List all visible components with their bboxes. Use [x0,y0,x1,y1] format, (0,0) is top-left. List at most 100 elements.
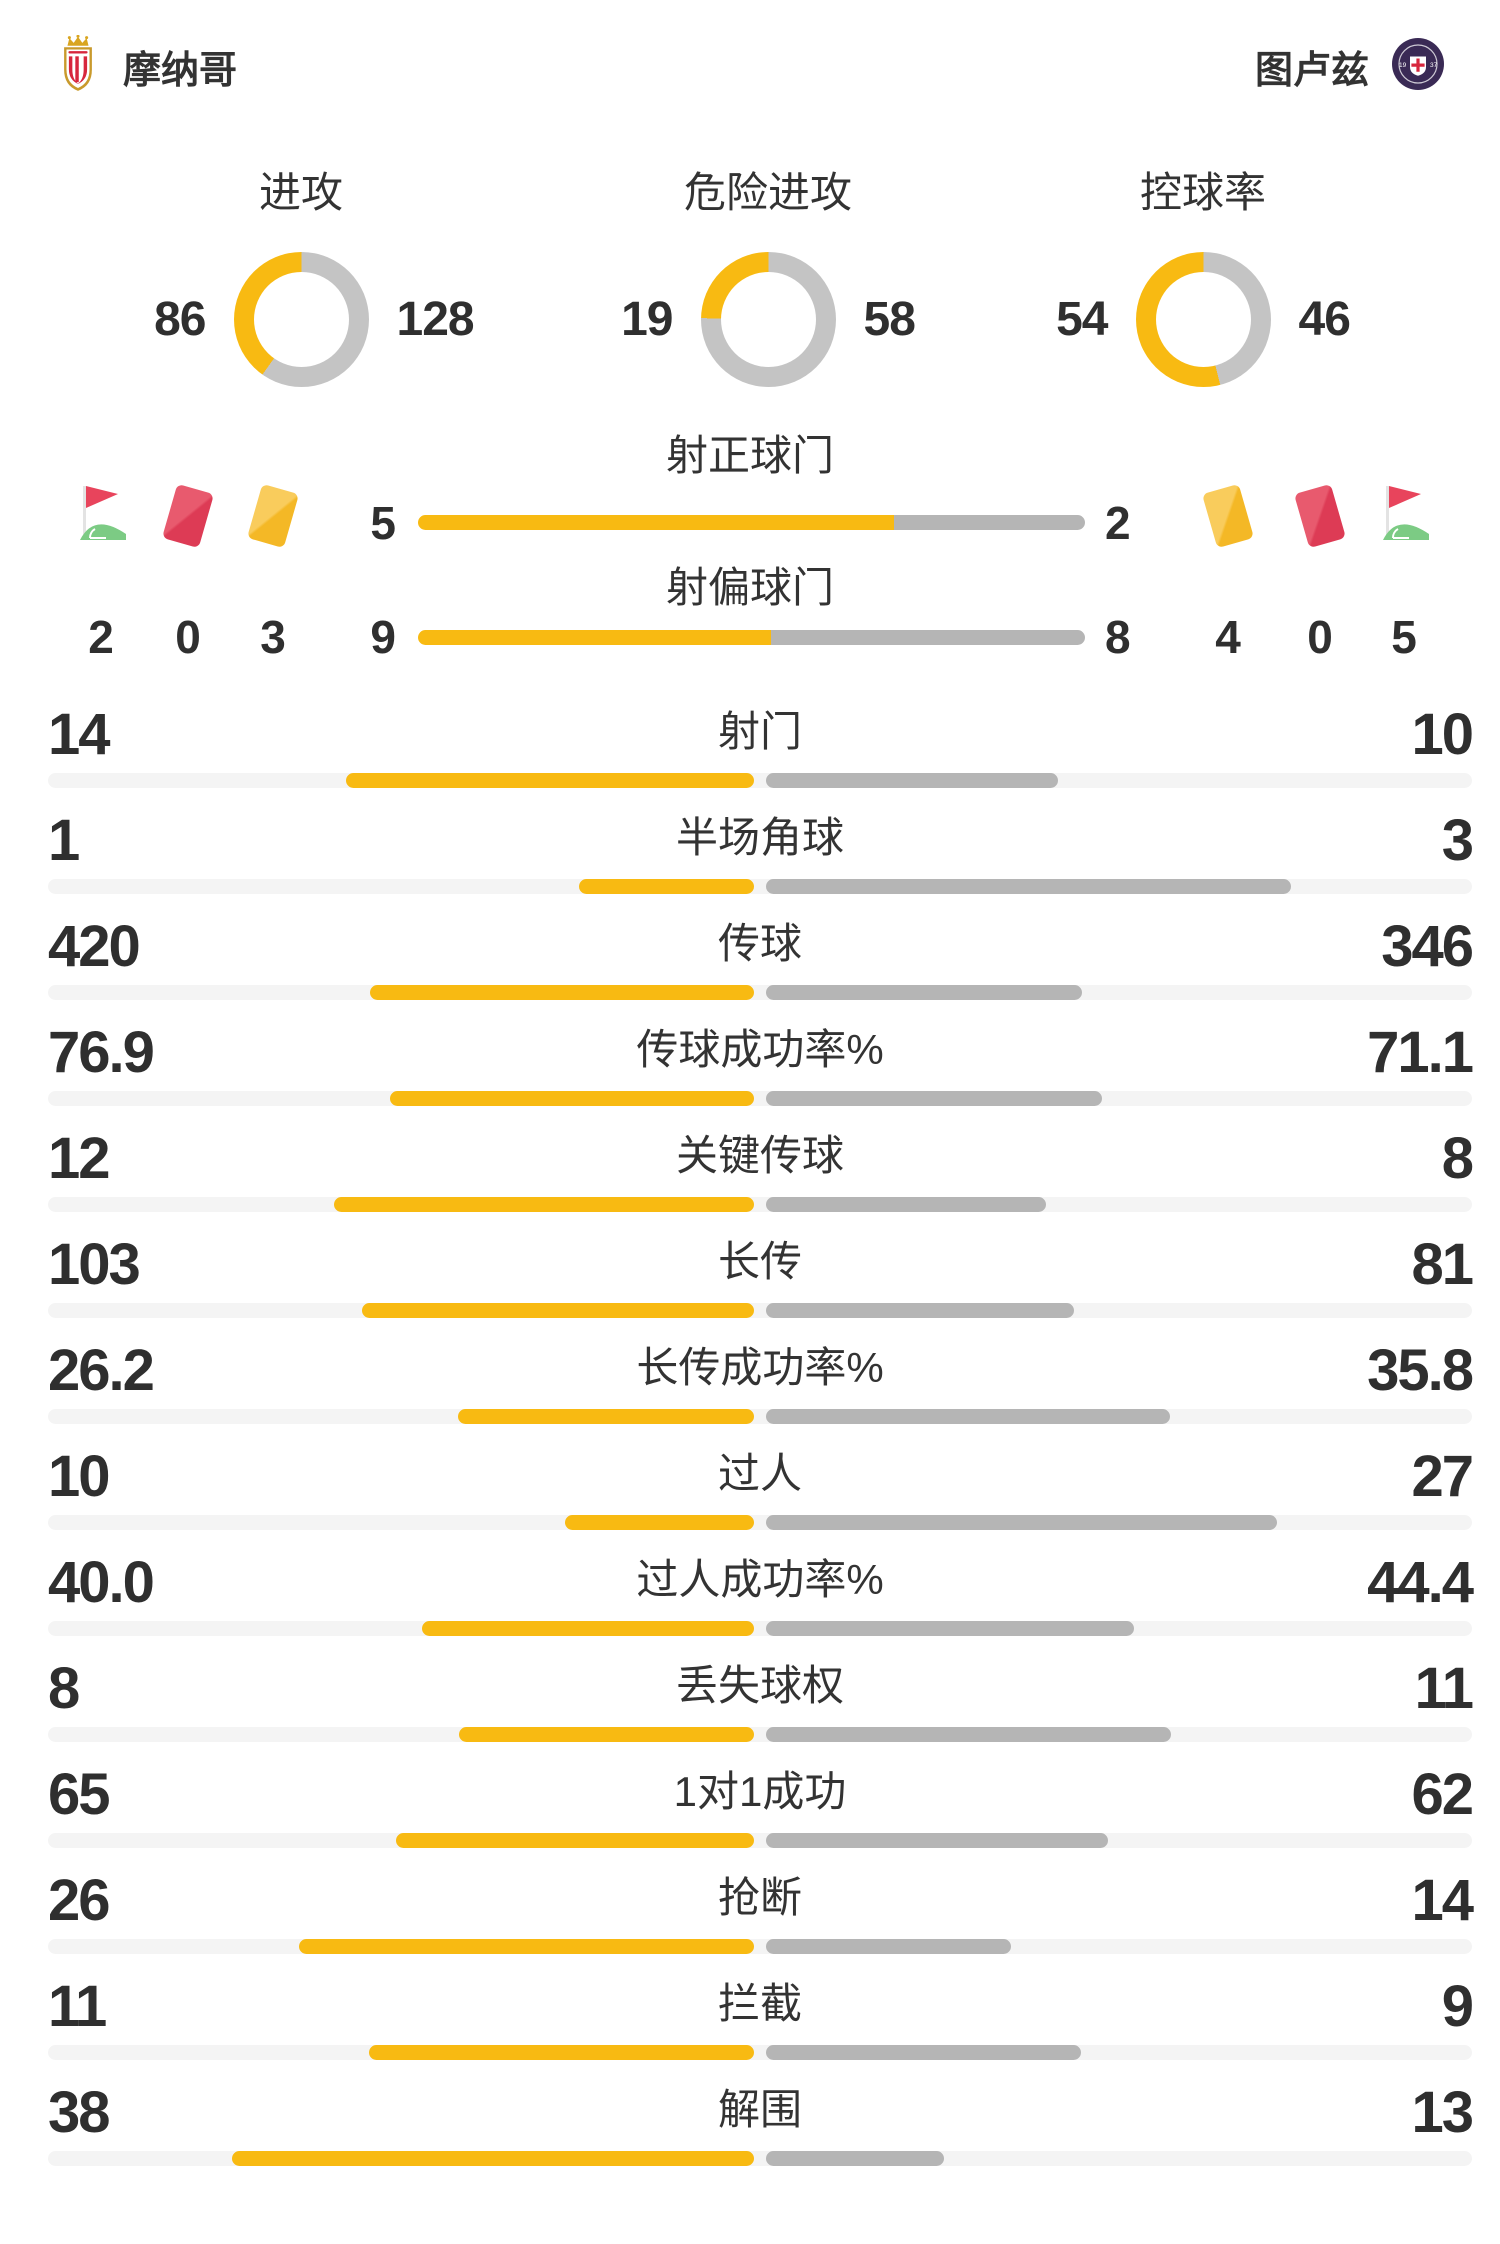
stat-away-value: 35.8 [1367,1338,1474,1403]
stat-home-value: 420 [48,914,141,979]
stat-home-value: 26 [48,1868,110,1933]
stat-home-bar [395,1833,754,1848]
stat-away-bar [766,2151,945,2166]
home-team-name: 摩纳哥 [123,49,238,92]
stat-away-value: 44.4 [1367,1550,1474,1615]
stat-home-value: 8 [48,1656,80,1721]
stat-home-bar [299,1939,754,1954]
stat-row: 1 半场角球 3 [0,796,1500,902]
shots-off-target-away-value: 8 [1105,611,1131,663]
stat-row: 40.0 过人成功率% 44.4 [0,1538,1500,1644]
stat-away-bar [766,1833,1108,1848]
shots-on-target-away-bar [894,515,1085,530]
stat-away-bar [766,879,1291,894]
stat-home-value: 65 [48,1762,110,1827]
stat-away-bar [766,1939,1011,1954]
home-corner-flag-count: 2 [88,611,114,663]
away-corner-flag-icon [1383,486,1429,540]
stat-name: 丢失球权 [675,1662,844,1709]
home-yellow-card-count: 3 [260,611,286,663]
stat-row: 38 解围 13 [0,2068,1500,2174]
stat-row: 26 抢断 14 [0,1856,1500,1962]
stat-home-bar [369,2045,754,2060]
stat-home-bar [422,1621,754,1636]
stat-away-value: 346 [1381,914,1474,979]
donut-possession-chart [1135,252,1271,387]
shots-off-target-home-bar [418,630,772,645]
stat-name: 射门 [717,708,802,755]
donut-dangerous-attacks: 危险进攻 19 58 [558,170,978,387]
stat-away-value: 8 [1441,1126,1474,1191]
stat-bar-track [48,985,1472,1000]
donut-possession-away-value: 46 [1298,292,1351,346]
stat-row: 103 长传 81 [0,1220,1500,1326]
donut-dangerous-attacks-away-value: 58 [863,292,916,346]
stat-away-bar [766,2045,1081,2060]
donut-attacks-chart [233,252,369,387]
home-red-card-icon [162,483,214,549]
stat-away-bar [766,985,1083,1000]
shots-on-target-home-value: 5 [370,497,396,549]
home-yellow-card-icon [247,483,299,549]
stat-away-bar [766,1409,1171,1424]
stat-name: 1对1成功 [673,1768,847,1815]
donut-possession-home-value: 54 [1056,292,1108,346]
stat-name: 过人成功率% [636,1556,884,1603]
donut-dangerous-attacks-label: 危险进攻 [683,169,852,216]
stat-row: 26.2 长传成功率% 35.8 [0,1326,1500,1432]
stat-home-value: 10 [48,1444,110,1509]
shots-on-target-home-bar [418,515,895,530]
stat-away-value: 81 [1411,1232,1473,1297]
home-corner-flag-icon [80,486,126,540]
stat-home-bar [334,1197,754,1212]
shots-on-target-bar [418,515,1085,530]
svg-text:37: 37 [1430,62,1438,69]
stat-bar-track [48,1409,1472,1424]
stat-bar-track [48,1197,1472,1212]
stat-home-bar [564,1515,754,1530]
donut-possession: 控球率 54 46 [993,170,1413,387]
stat-row: 420 传球 346 [0,902,1500,1008]
stat-name: 解围 [717,2086,802,2133]
stat-home-value: 76.9 [48,1020,155,1085]
shots-off-target-bar [418,630,1085,645]
donut-attacks: 进攻 86 128 [91,170,511,387]
stat-name: 抢断 [717,1874,802,1921]
stat-row: 8 丢失球权 11 [0,1644,1500,1750]
donut-dangerous-attacks-chart [700,252,836,387]
stat-bar-track [48,1939,1472,1954]
stat-row: 10 过人 27 [0,1432,1500,1538]
stat-home-bar [390,1091,754,1106]
stat-home-bar [362,1303,754,1318]
stat-bar-track [48,1833,1472,1848]
away-yellow-card-icon [1202,483,1254,549]
stat-away-value: 27 [1411,1444,1473,1509]
stat-away-value: 13 [1411,2080,1473,2145]
stat-name: 拦截 [717,1980,802,2027]
stat-name: 传球 [717,920,802,967]
stat-home-value: 38 [48,2080,110,2145]
away-yellow-card-count: 4 [1215,611,1241,663]
donut-dangerous-attacks-home-value: 19 [621,292,673,346]
stat-home-bar [370,985,754,1000]
toulouse-crest-icon: 19 37 [1391,37,1445,96]
stat-home-value: 14 [48,702,110,767]
away-corner-flag-count: 5 [1391,611,1417,663]
stat-name: 过人 [717,1450,802,1497]
stat-away-value: 14 [1411,1868,1473,1933]
home-team-header: 摩纳哥 [55,34,237,98]
shots-off-target-away-bar [771,630,1085,645]
stat-home-value: 40.0 [48,1550,155,1615]
stat-name: 半场角球 [675,814,844,861]
stat-away-value: 71.1 [1367,1020,1474,1085]
stat-away-value: 10 [1411,702,1473,767]
stat-bar-track [48,1303,1472,1318]
stat-away-value: 62 [1411,1762,1473,1827]
stat-home-value: 1 [48,808,80,873]
stat-away-value: 9 [1441,1974,1474,2039]
away-red-card-icon [1294,483,1346,549]
stat-name: 长传成功率% [636,1344,884,1391]
stat-bar-track [48,2045,1472,2060]
shots-on-target-title: 射正球门 [665,432,834,479]
home-red-card-count: 0 [175,611,201,663]
